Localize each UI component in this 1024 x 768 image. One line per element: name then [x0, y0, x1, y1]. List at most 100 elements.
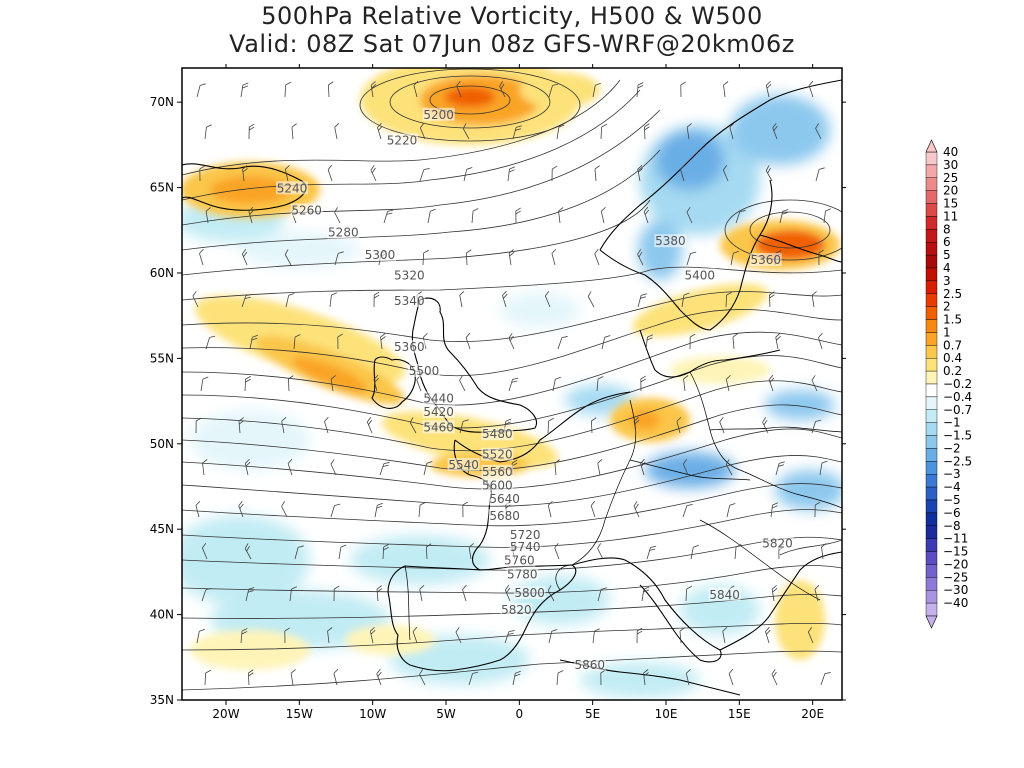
wind-barb [249, 334, 258, 350]
wind-barb [768, 291, 775, 308]
wind-barb-feather [508, 169, 515, 173]
wind-barb-staff [643, 126, 646, 140]
wind-barb [334, 123, 340, 140]
colorbar-label: 8 [943, 222, 951, 236]
wind-barb-feather [643, 206, 649, 212]
wind-barb-feather [815, 501, 821, 506]
plot-area: 5200 5220 5240 5260 5280 5300 5320 5340 5360 5380… [182, 68, 842, 700]
wind-barb [425, 543, 432, 560]
wind-barb-feather [643, 589, 649, 593]
colorbar-label: 20 [943, 184, 958, 198]
wind-barb-staff [823, 211, 826, 224]
colorbar-label: 11 [943, 209, 958, 223]
wind-barb [284, 249, 292, 266]
wind-barb-feather [370, 165, 375, 171]
wind-barb [723, 81, 729, 98]
wind-barb-feather [376, 505, 383, 509]
wind-barb-staff [419, 169, 425, 182]
height-contour-line [182, 565, 842, 594]
wind-barb-feather [778, 461, 785, 464]
wind-barb-staff [380, 337, 383, 350]
wind-barb-feather [772, 671, 777, 678]
wind-barb [779, 209, 789, 224]
wind-barb-staff [690, 547, 694, 560]
contour-label: 5820 [762, 537, 793, 551]
wind-barb [202, 459, 208, 476]
wind-barb-staff [682, 463, 689, 476]
wind-barb [462, 584, 467, 602]
wind-barb [373, 374, 380, 392]
wind-barb [376, 668, 382, 686]
wind-barb-staff [772, 127, 778, 140]
wind-barb-staff [771, 673, 778, 686]
contour-label-halo [447, 457, 480, 471]
wind-barb-staff [770, 505, 773, 518]
colorbar-label: 25 [943, 171, 958, 185]
wind-barb-staff [768, 294, 771, 308]
colorbar-label: −30 [943, 583, 968, 597]
colorbar-label: 40 [943, 145, 958, 159]
vorticity-blob [190, 630, 310, 670]
vorticity-blob [775, 580, 825, 660]
wind-barb-feather [297, 545, 304, 548]
wind-barb [281, 501, 288, 518]
contour-label: 5260 [291, 203, 322, 217]
wind-barb-feather [729, 122, 735, 128]
wind-barb [284, 81, 291, 98]
wind-barb-feather [370, 626, 375, 632]
wind-barb [247, 669, 254, 686]
wind-barb [808, 80, 814, 98]
wind-barb [334, 207, 341, 224]
wind-barb-staff [285, 295, 290, 308]
wind-barb [462, 123, 470, 140]
wind-barb-feather [334, 123, 340, 128]
wind-barb-staff [547, 505, 552, 518]
colorbar-label: 0.7 [943, 338, 962, 352]
wind-barb-staff [504, 589, 511, 602]
wind-barb [775, 461, 785, 476]
wind-barb-staff [247, 672, 250, 686]
wind-barb [285, 293, 295, 308]
colorbar-swatch [925, 577, 938, 591]
wind-barb-feather [333, 668, 339, 674]
wind-barb-feather [373, 294, 380, 299]
wind-barb [459, 419, 469, 434]
wind-barb [294, 545, 304, 560]
vorticity-blob [430, 453, 530, 477]
wind-barb-staff [633, 505, 640, 518]
wind-barb [643, 206, 650, 224]
wind-barb-feather [509, 252, 515, 257]
wind-barb [204, 669, 211, 686]
wind-barb [427, 208, 436, 224]
wind-barb-staff [419, 127, 426, 140]
wind-barb-staff [643, 673, 646, 686]
wind-barb-feather [561, 336, 568, 339]
wind-barb-staff [726, 505, 731, 518]
vorticity-blob [345, 625, 435, 655]
wind-barb-feather [769, 377, 775, 383]
vorticity-blob [670, 356, 770, 384]
wind-barb [238, 417, 245, 434]
wind-barb-feather [284, 249, 289, 255]
colorbar-label: −11 [943, 532, 968, 546]
vorticity-blob [630, 410, 660, 430]
wind-barb-feather [499, 81, 503, 87]
wind-barb-feather [640, 458, 645, 464]
wind-barb [686, 123, 692, 140]
height-contour-line [779, 539, 842, 556]
wind-barb-feather [241, 631, 248, 635]
wind-barb-feather [633, 501, 638, 507]
wind-barb-staff [775, 463, 780, 476]
wind-barb [195, 500, 201, 518]
wind-barb-staff [281, 506, 288, 518]
wind-barb-feather [772, 122, 777, 129]
wind-barb [640, 458, 646, 476]
wind-barb-feather [554, 459, 560, 464]
wind-barb-staff [811, 421, 816, 434]
wind-barb-staff [682, 505, 688, 518]
wind-barb-feather [334, 585, 340, 590]
wind-barb-feather [248, 126, 255, 131]
height-contour-line [182, 79, 621, 176]
wind-barb-staff [238, 421, 241, 434]
vorticity-blob [500, 292, 580, 328]
